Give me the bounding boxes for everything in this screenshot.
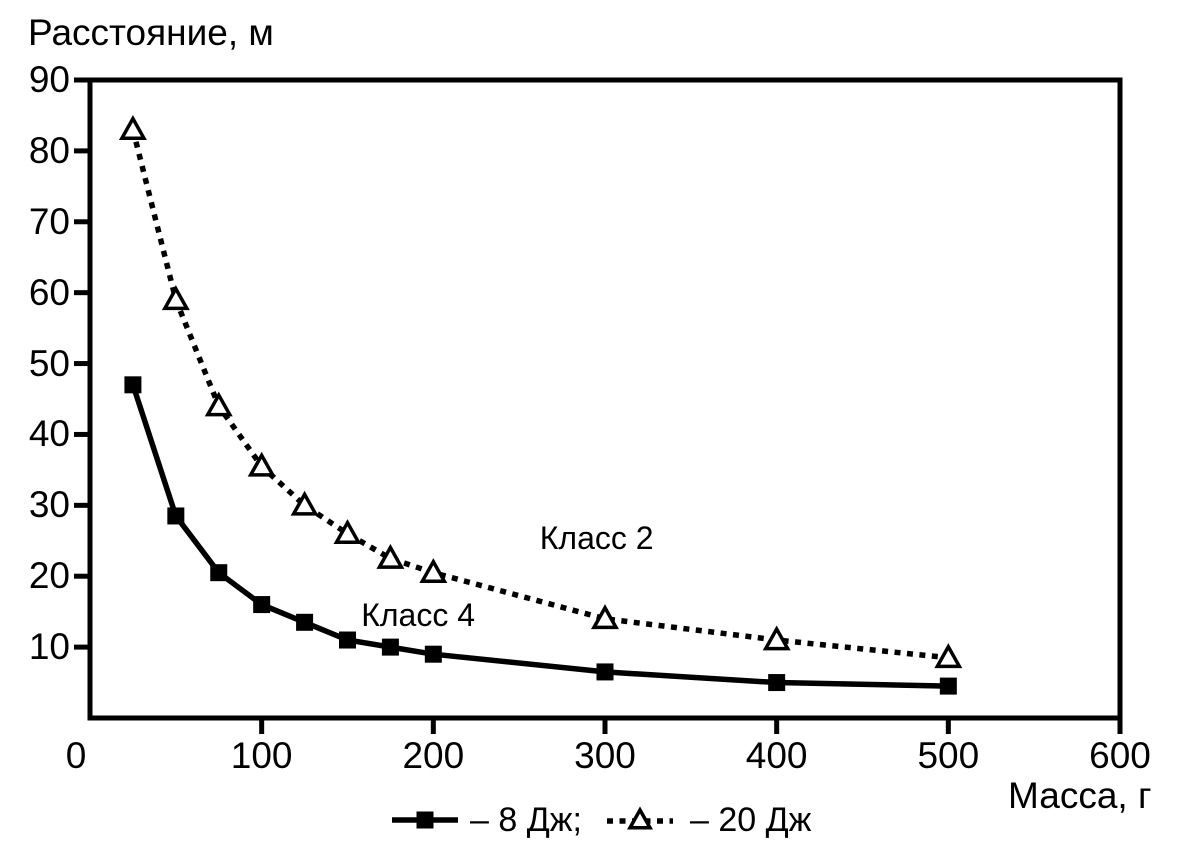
- filled-square-marker: [939, 677, 957, 695]
- filled-square-marker: [768, 674, 786, 692]
- open-triangle-marker: [591, 604, 619, 630]
- y-tick-label: 40: [28, 413, 70, 455]
- filled-square-marker: [296, 613, 314, 631]
- open-triangle-marker: [376, 543, 405, 569]
- filled-square-marker: [424, 645, 442, 663]
- x-tick-label: 100: [230, 735, 293, 776]
- x-tick-label: 400: [745, 735, 808, 776]
- y-tick-label: 60: [28, 271, 70, 313]
- y-tick-label: 30: [28, 484, 70, 526]
- open-triangle-marker: [204, 391, 233, 417]
- x-tick-label: 600: [1089, 735, 1151, 776]
- annotation-klass-4: Класс 4: [361, 597, 476, 634]
- filled-square-marker: [210, 564, 228, 582]
- x-axis-title: Масса, г: [1008, 775, 1152, 816]
- open-triangle-marker: [627, 806, 653, 830]
- y-tick-label: 70: [28, 200, 70, 242]
- open-triangle-marker: [934, 643, 963, 669]
- y-tick-label: 20: [28, 555, 70, 597]
- filled-square-marker: [124, 376, 142, 394]
- open-triangle-marker: [419, 558, 448, 584]
- y-tick-label: 10: [28, 626, 70, 668]
- filled-square-marker: [253, 596, 271, 614]
- y-tick-label: 90: [28, 59, 70, 100]
- series-line-20-Дж: [130, 128, 949, 661]
- y-tick-label: 50: [28, 342, 70, 384]
- legend-label-8j: – 8 Дж;: [470, 801, 582, 839]
- annotation-klass-2: Класс 2: [539, 519, 654, 556]
- x-tick-label: 500: [917, 735, 980, 776]
- open-triangle-marker: [762, 625, 791, 651]
- open-triangle-marker: [290, 490, 319, 516]
- filled-square-marker: [596, 663, 614, 681]
- open-triangle-marker: [161, 285, 190, 311]
- open-triangle-marker: [118, 115, 147, 140]
- x-tick-label: 300: [574, 735, 636, 776]
- filled-square-marker: [381, 638, 399, 656]
- legend-label-20j: – 20 Дж: [690, 801, 812, 839]
- open-triangle-marker: [247, 451, 276, 477]
- open-triangle-marker: [333, 519, 362, 545]
- x-tick-label: 200: [402, 735, 465, 776]
- filled-square-marker: [416, 811, 434, 829]
- x-tick-label: 0: [65, 735, 87, 776]
- y-tick-label: 80: [28, 129, 70, 171]
- filled-square-marker: [167, 507, 185, 525]
- filled-square-marker: [339, 631, 356, 649]
- y-axis-title: Расстояние, м: [28, 12, 274, 53]
